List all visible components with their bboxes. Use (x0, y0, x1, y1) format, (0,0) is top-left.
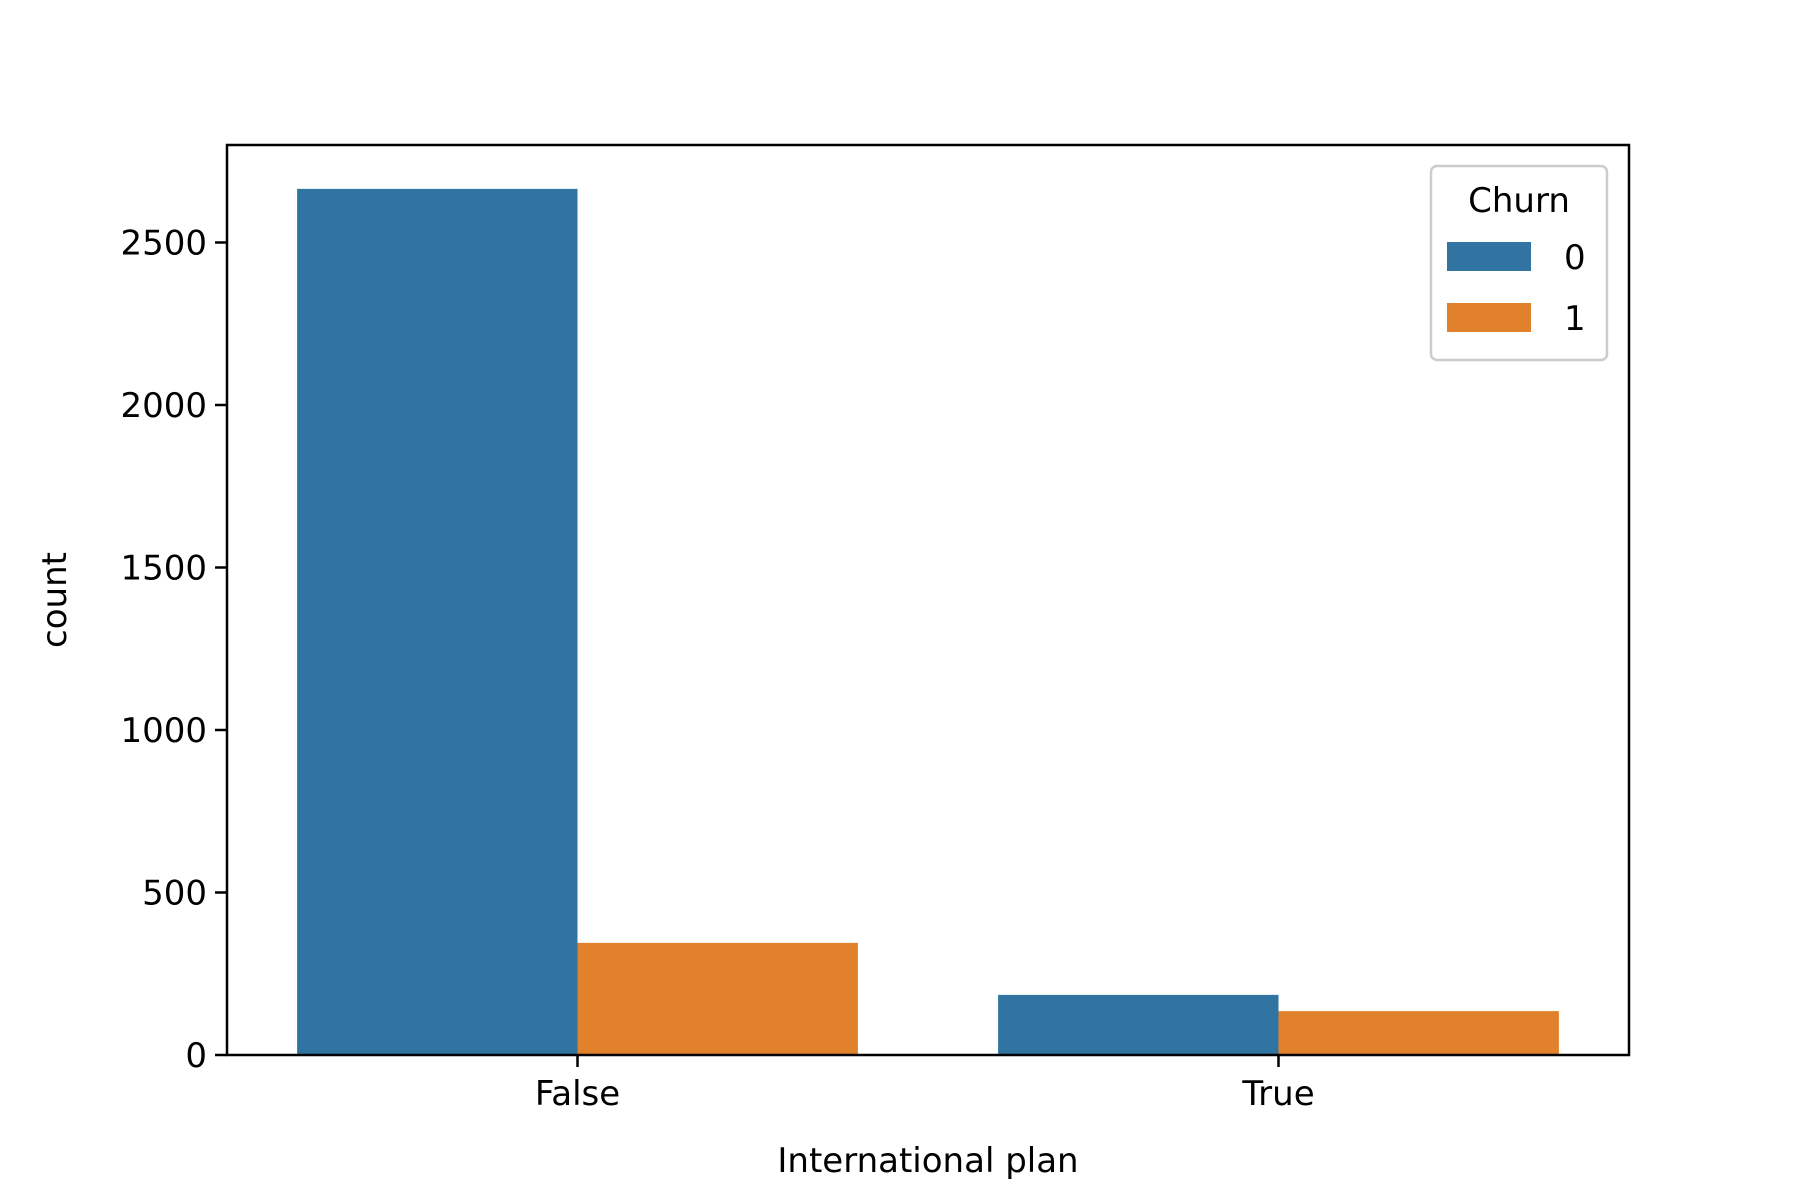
bars-layer (297, 188, 1559, 1055)
legend-swatch-0 (1447, 242, 1531, 271)
legend-title: Churn (1468, 181, 1570, 221)
bar-true-series-1 (1278, 1011, 1559, 1055)
y-axis-ticks: 0 500 1000 1500 2000 2500 (120, 224, 227, 1076)
y-tick-label: 2000 (120, 386, 207, 426)
legend-items: 01 (1447, 238, 1586, 339)
bar-false-series-1 (577, 942, 858, 1055)
y-tick-label: 0 (185, 1036, 207, 1076)
x-tick-label-false: False (535, 1074, 620, 1114)
x-axis-ticks: False True (535, 1055, 1315, 1114)
y-tick-label: 1000 (120, 711, 207, 751)
y-axis-label: count (35, 552, 75, 648)
legend: Churn 01 (1429, 164, 1609, 362)
y-tick-label: 2500 (120, 224, 207, 264)
legend-swatch-1 (1447, 303, 1531, 332)
bar-false-series-0 (297, 188, 578, 1055)
y-tick-label: 1500 (120, 549, 207, 589)
x-tick-label-true: True (1241, 1074, 1314, 1114)
plot-frame (225, 143, 1631, 1057)
bar-true-series-0 (998, 994, 1279, 1055)
x-axis-label: International plan (777, 1141, 1078, 1181)
legend-label-0: 0 (1564, 238, 1586, 278)
y-tick-label: 500 (142, 874, 207, 914)
legend-label-1: 1 (1564, 299, 1586, 339)
